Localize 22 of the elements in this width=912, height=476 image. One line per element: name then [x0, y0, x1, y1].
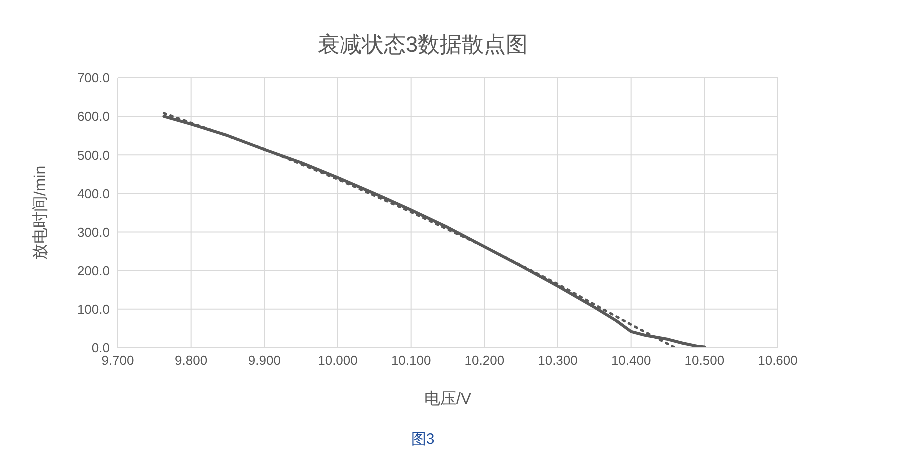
y-tick-label: 700.0 [77, 70, 110, 86]
x-axis-title: 电压/V [424, 390, 472, 408]
y-tick-label: 0.0 [92, 340, 110, 356]
caption: 图3 [410, 430, 436, 449]
x-tick-label: 9.800 [175, 353, 208, 368]
x-tick-label: 9.900 [248, 353, 281, 368]
x-tick-label: 10.000 [318, 353, 358, 368]
x-tick-label: 10.600 [758, 353, 798, 368]
y-tick-label: 200.0 [77, 263, 110, 278]
x-tick-label: 10.200 [464, 353, 505, 368]
y-tick-label: 500.0 [77, 148, 110, 163]
y-tick-label: 100.0 [77, 302, 110, 318]
x-tick-label: 10.400 [611, 353, 652, 368]
x-tick-label: 10.100 [391, 353, 432, 368]
y-tick-label: 400.0 [77, 186, 110, 202]
chart-title: 衰减状态3数据散点图 [316, 31, 530, 59]
y-tick-label: 300.0 [77, 224, 110, 240]
x-tick-label: 10.300 [538, 353, 578, 368]
x-tick-label: 9.700 [102, 353, 134, 368]
x-tick-label: 10.500 [684, 353, 725, 368]
y-axis-title: 放电时间/min [32, 166, 50, 260]
y-tick-label: 600.0 [77, 109, 110, 124]
